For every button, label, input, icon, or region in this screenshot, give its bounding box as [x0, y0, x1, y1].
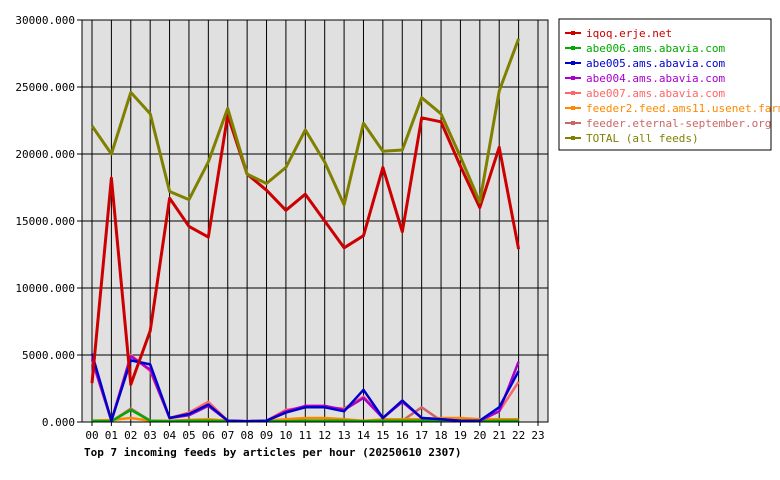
x-tick-label: 18 [434, 429, 447, 442]
x-tick-label: 16 [396, 429, 409, 442]
x-tick-label: 04 [163, 429, 177, 442]
legend-swatch-marker [571, 106, 575, 110]
x-tick-label: 02 [124, 429, 137, 442]
y-tick-label: 20000.000 [15, 148, 75, 161]
x-tick-label: 05 [182, 429, 195, 442]
x-tick-label: 12 [318, 429, 331, 442]
x-tick-label: 08 [241, 429, 254, 442]
y-tick-label: 30000.000 [15, 14, 75, 27]
x-axis-ticks: 00 01 02 03 04 05 06 07 08 09 10 11 12 13 14 15 16 17 18 19… [85, 422, 545, 442]
legend-label: abe006.ams.abavia.com [586, 42, 725, 55]
legend-swatch-marker [571, 91, 575, 95]
x-tick-label: 13 [337, 429, 350, 442]
plot-border [81, 19, 549, 423]
legend-swatch-marker [571, 61, 575, 65]
x-tick-label: 20 [473, 429, 486, 442]
x-tick-label: 15 [376, 429, 389, 442]
x-tick-label: 19 [454, 429, 467, 442]
y-tick-label: 10000.000 [15, 282, 75, 295]
x-tick-label: 23 [531, 429, 544, 442]
x-tick-label: 14 [357, 429, 371, 442]
legend-label: TOTAL (all feeds) [586, 132, 699, 145]
x-tick-label: 00 [85, 429, 98, 442]
series-line-1 [91, 408, 519, 423]
y-tick-label: 0.000 [42, 416, 75, 429]
legend-label: iqoq.erje.net [586, 27, 672, 40]
y-tick-label: 5000.000 [22, 349, 75, 362]
y-tick-label: 25000.000 [15, 81, 75, 94]
legend-box [558, 18, 772, 151]
series-line-0 [90, 113, 521, 386]
legend-swatch-marker [571, 136, 575, 140]
legend-swatch-marker [571, 76, 575, 80]
legend-swatch-marker [571, 46, 575, 50]
legend-label: abe004.ams.abavia.com [586, 72, 725, 85]
legend: iqoq.erje.net abe006.ams.abavia.com abe005… [558, 18, 780, 151]
y-tick-label: 15000.000 [15, 215, 75, 228]
x-tick-label: 17 [415, 429, 428, 442]
chart-title: Top 7 incoming feeds by articles per hou… [84, 446, 462, 459]
legend-label: abe007.ams.abavia.com [586, 87, 725, 100]
legend-label: feeder.eternal-september.org [586, 117, 771, 130]
x-tick-label: 06 [202, 429, 215, 442]
legend-label: abe005.ams.abavia.com [586, 57, 725, 70]
x-tick-label: 01 [105, 429, 118, 442]
legend-label: feeder2.feed.ams11.usenet.farm [586, 102, 780, 115]
x-tick-label: 11 [299, 429, 312, 442]
x-tick-label: 07 [221, 429, 234, 442]
x-tick-label: 10 [279, 429, 292, 442]
series-line-7 [90, 38, 521, 207]
y-axis-ticks: 0.000 5000.000 10000.000 15000.000 20000.000… [15, 14, 82, 429]
legend-swatch-marker [571, 31, 575, 35]
x-tick-label: 22 [512, 429, 525, 442]
legend-swatch-marker [571, 121, 575, 125]
x-tick-label: 03 [144, 429, 157, 442]
x-tick-label: 21 [493, 429, 506, 442]
series-lines [90, 38, 521, 423]
x-tick-label: 09 [260, 429, 273, 442]
series-line-2 [90, 353, 520, 423]
